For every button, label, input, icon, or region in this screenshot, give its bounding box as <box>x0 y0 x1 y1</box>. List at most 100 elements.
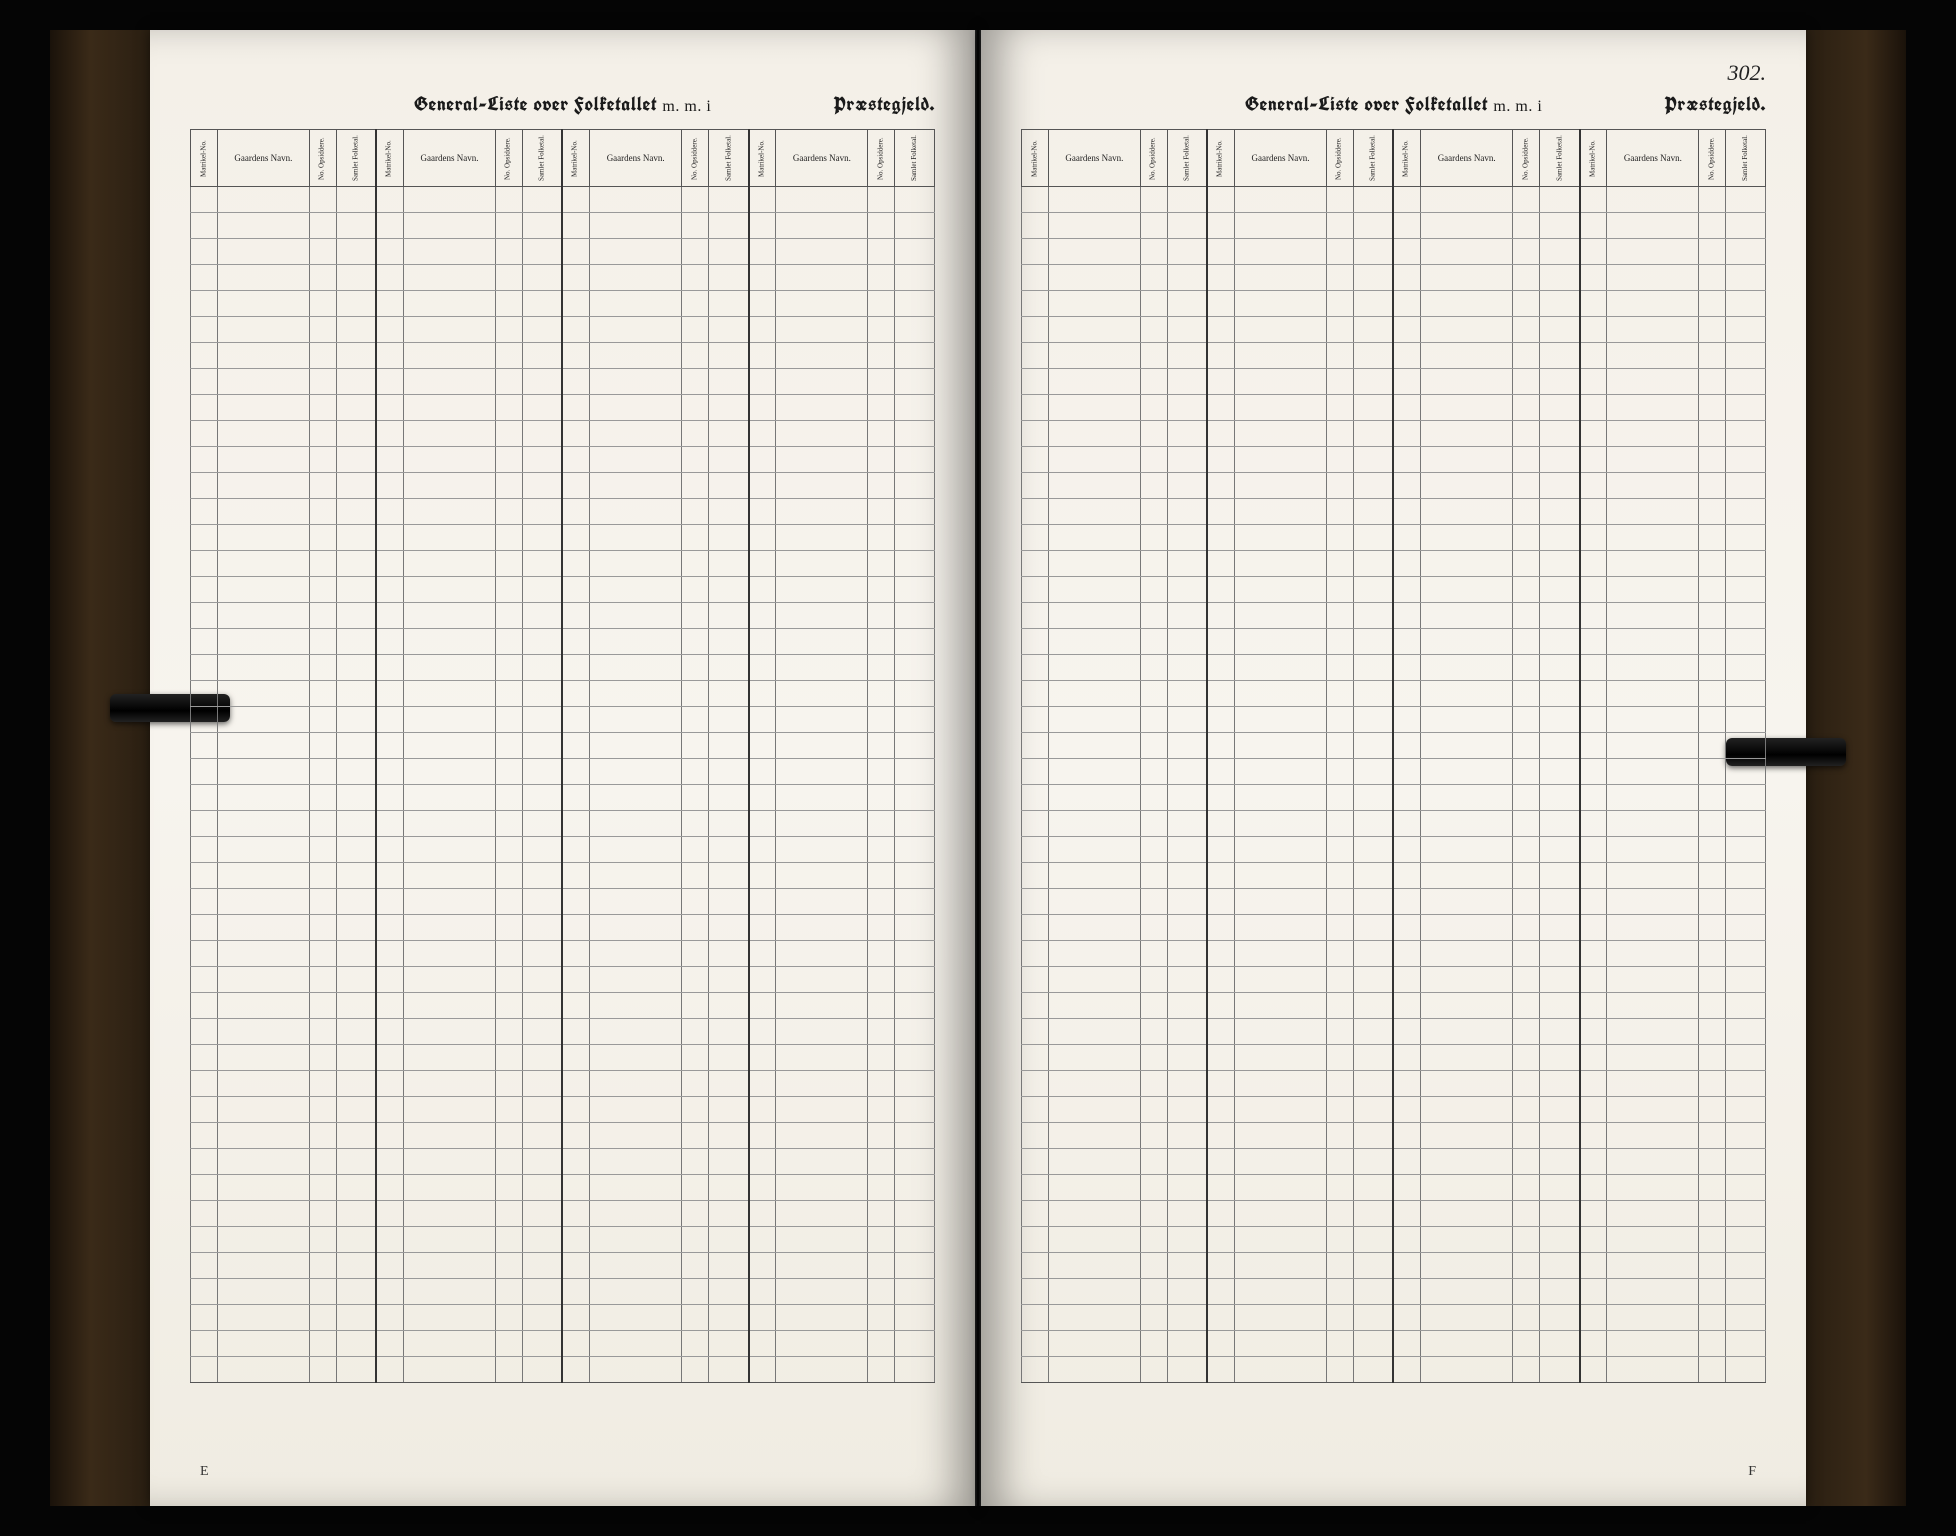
table-cell <box>1513 1253 1540 1279</box>
book-spine-right <box>1804 30 1906 1506</box>
table-cell <box>749 1253 776 1279</box>
table-cell <box>1167 265 1207 291</box>
table-cell <box>1540 1071 1580 1097</box>
table-cell <box>776 681 868 707</box>
table-cell <box>1140 915 1167 941</box>
table-cell <box>1393 317 1420 343</box>
table-cell <box>749 993 776 1019</box>
table-row <box>191 291 935 317</box>
table-cell <box>1207 733 1234 759</box>
table-cell <box>1699 421 1726 447</box>
table-cell <box>1022 759 1049 785</box>
table-cell <box>376 1123 403 1149</box>
table-cell <box>1513 837 1540 863</box>
col-header-gaard: Gaardens Navn. <box>1235 130 1327 187</box>
table-cell <box>404 1149 496 1175</box>
table-cell <box>1353 317 1393 343</box>
table-cell <box>1726 785 1766 811</box>
table-cell <box>191 889 218 915</box>
table-row <box>191 577 935 603</box>
table-cell <box>895 1305 935 1331</box>
table-cell <box>1048 1097 1140 1123</box>
table-cell <box>868 1123 895 1149</box>
table-cell <box>1393 863 1420 889</box>
table-cell <box>1167 1357 1207 1383</box>
table-cell <box>1140 369 1167 395</box>
table-cell <box>1048 265 1140 291</box>
table-cell <box>1207 681 1234 707</box>
table-cell <box>562 525 589 551</box>
table-cell <box>1393 707 1420 733</box>
table-cell <box>590 447 682 473</box>
table-row <box>1022 473 1766 499</box>
table-cell <box>404 1071 496 1097</box>
table-cell <box>1540 1331 1580 1357</box>
table-cell <box>495 941 522 967</box>
table-cell <box>1393 1279 1420 1305</box>
table-cell <box>1607 473 1699 499</box>
table-cell <box>1140 1279 1167 1305</box>
table-cell <box>1421 941 1513 967</box>
table-cell <box>682 499 709 525</box>
table-cell <box>309 1149 336 1175</box>
table-cell <box>1607 863 1699 889</box>
table-cell <box>191 1149 218 1175</box>
table-cell <box>1326 213 1353 239</box>
table-cell <box>709 889 749 915</box>
table-cell <box>590 187 682 213</box>
table-cell <box>1513 1175 1540 1201</box>
table-cell <box>522 291 562 317</box>
table-cell <box>404 863 496 889</box>
table-cell <box>682 213 709 239</box>
table-cell <box>562 213 589 239</box>
table-cell <box>1580 239 1607 265</box>
table-cell <box>1140 759 1167 785</box>
table-cell <box>1326 941 1353 967</box>
table-cell <box>590 421 682 447</box>
table-cell <box>1207 915 1234 941</box>
table-cell <box>1607 1149 1699 1175</box>
table-cell <box>590 291 682 317</box>
table-cell <box>495 1253 522 1279</box>
table-cell <box>522 863 562 889</box>
table-cell <box>1353 369 1393 395</box>
table-cell <box>895 629 935 655</box>
table-cell <box>217 1097 309 1123</box>
table-cell <box>749 265 776 291</box>
table-row <box>191 603 935 629</box>
table-cell <box>895 889 935 915</box>
table-cell <box>590 1201 682 1227</box>
table-cell <box>376 603 403 629</box>
table-cell <box>1140 1097 1167 1123</box>
table-cell <box>309 837 336 863</box>
table-cell <box>1235 1019 1327 1045</box>
table-cell <box>1699 759 1726 785</box>
table-cell <box>1207 1357 1234 1383</box>
col-header-matr_no: Matrikel-No. <box>191 130 218 187</box>
table-cell <box>404 395 496 421</box>
table-row <box>1022 1357 1766 1383</box>
table-cell <box>1022 1331 1049 1357</box>
table-cell <box>1048 1149 1140 1175</box>
table-cell <box>1607 681 1699 707</box>
ledger-head-right: Matrikel-No.Gaardens Navn.No. Opsiddere.… <box>1022 130 1766 187</box>
table-cell <box>1140 1123 1167 1149</box>
table-cell <box>336 889 376 915</box>
table-cell <box>749 863 776 889</box>
title-main: General-Liste over Folketallet <box>414 90 657 117</box>
table-cell <box>495 1279 522 1305</box>
table-row <box>191 1071 935 1097</box>
table-cell <box>1022 1279 1049 1305</box>
table-cell <box>776 1201 868 1227</box>
table-cell <box>709 1201 749 1227</box>
table-cell <box>1513 291 1540 317</box>
table-cell <box>776 733 868 759</box>
table-cell <box>336 447 376 473</box>
table-cell <box>376 1279 403 1305</box>
table-cell <box>868 187 895 213</box>
table-cell <box>1048 213 1140 239</box>
table-cell <box>191 837 218 863</box>
table-cell <box>1207 421 1234 447</box>
table-cell <box>404 1097 496 1123</box>
table-cell <box>709 733 749 759</box>
